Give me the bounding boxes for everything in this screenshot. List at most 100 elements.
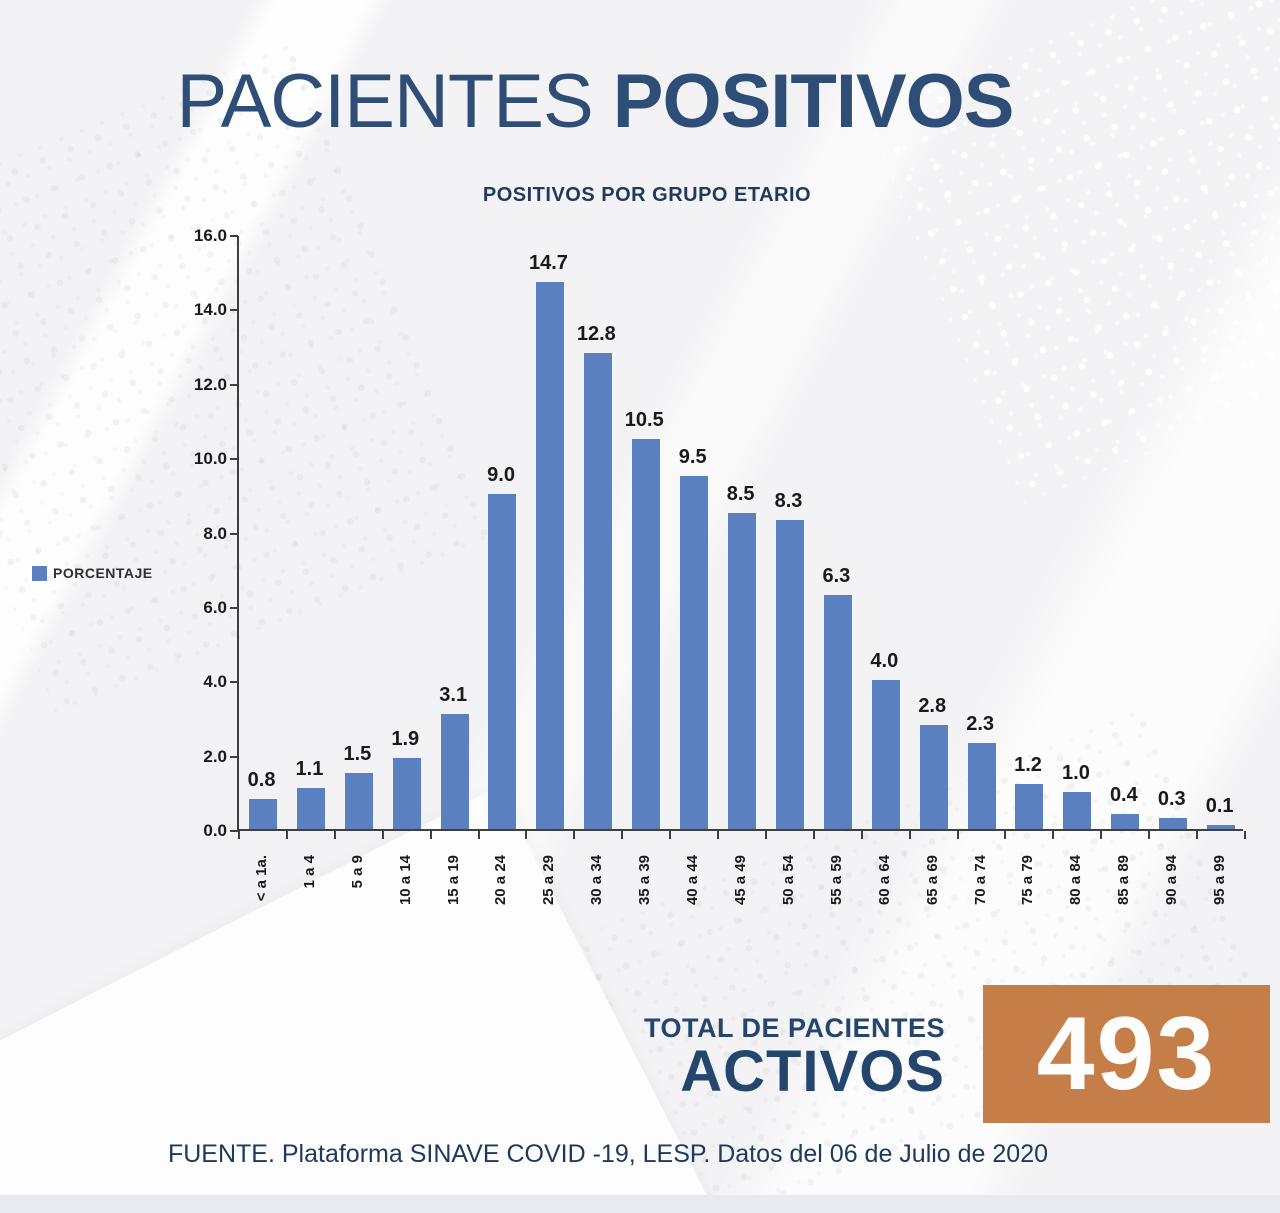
bar-value-label: 1.2 [1014,754,1042,777]
bar [296,788,325,829]
x-axis-label: 20 a 24 [492,855,510,906]
y-axis-tick-mark [230,309,238,312]
x-axis-tick-mark [717,831,720,839]
y-axis-tick-label: 4.0 [203,672,227,692]
x-axis-label: 75 a 79 [1019,855,1037,906]
bar-value-label: 1.0 [1062,761,1090,784]
bar [584,353,613,829]
bar-value-label: 14.7 [528,252,568,275]
bar [919,724,948,829]
bar [248,799,277,829]
bar [440,713,469,829]
x-axis-label: 85 a 89 [1115,855,1133,906]
bar [775,520,804,829]
x-axis-tick-mark [477,831,480,839]
legend-color-swatch [32,565,47,581]
y-axis-tick-label: 12.0 [193,374,227,394]
x-axis-label: 50 a 54 [779,855,797,906]
bar-value-label: 0.8 [247,769,276,792]
x-axis-tick-mark [764,831,767,839]
x-axis-tick-mark [525,831,528,839]
x-axis-label: 60 a 64 [875,855,893,906]
chart-legend: PORCENTAJE [32,565,153,581]
y-axis-tick-mark [230,383,238,386]
y-axis-tick-mark [230,532,238,535]
bar [392,758,421,829]
y-axis-tick-mark [230,235,238,237]
y-axis-tick-label: 0.0 [203,821,227,840]
bar-value-label: 9.0 [487,464,515,487]
total-patients-label-line1: TOTAL DE PACIENTES [643,1013,945,1043]
y-axis-tick-mark [230,830,238,832]
x-axis-label: 15 a 19 [444,855,462,906]
x-axis-tick-mark [1148,831,1151,839]
x-axis-label: 10 a 14 [396,855,414,906]
bar-value-label: 8.3 [774,490,803,513]
x-axis-tick-mark [333,831,336,839]
chart-title: POSITIVOS POR GRUPO ETARIO [482,184,812,206]
bar [632,438,661,829]
x-axis-tick-mark [1052,831,1055,839]
y-axis-tick-mark [230,458,238,461]
bar-value-label: 6.3 [822,564,851,587]
y-axis-tick-label: 14.0 [193,300,227,320]
bar-value-label: 3.1 [439,683,468,706]
x-axis-label: 95 a 99 [1211,855,1229,906]
background-bottom-strip [0,1195,1280,1213]
bar [344,773,373,829]
x-axis-label: 55 a 59 [827,855,845,906]
legend-label: PORCENTAJE [53,565,153,581]
page-title-regular: PACIENTES [176,59,594,144]
bar [488,494,517,829]
bar [1063,791,1092,829]
total-value: 493 [1036,995,1217,1112]
x-axis-tick-mark [1100,831,1103,839]
bar [823,594,852,829]
bar-value-label: 1.9 [391,728,420,751]
x-axis-label: 5 a 9 [348,855,366,889]
x-axis-tick-mark [1004,831,1007,839]
x-axis-label: 25 a 29 [540,855,558,906]
total-patients-label-line2: ACTIVOS [680,1039,945,1105]
y-axis-tick-label: 8.0 [203,523,227,543]
bar [728,512,756,829]
x-axis-tick-mark [1196,831,1199,839]
bar-value-label: 12.8 [576,323,616,345]
x-axis-label: 1 a 4 [300,855,318,889]
x-axis-label: 45 a 49 [732,855,749,906]
total-value-box: 493 [983,985,1270,1123]
x-axis-tick-mark [238,831,240,839]
x-axis-tick-mark [285,831,288,839]
bar-value-label: 0.3 [1157,787,1186,810]
bar-value-label: 4.0 [870,650,899,673]
y-axis-tick-mark [230,755,238,758]
x-axis-label: 65 a 69 [923,855,941,906]
y-axis-tick-label: 6.0 [203,597,227,617]
x-axis-tick-mark [573,831,576,839]
bar-value-label: 10.5 [624,408,664,431]
x-axis-label: 70 a 74 [971,855,989,906]
x-axis-tick-mark [956,831,959,839]
bar [1159,817,1188,829]
bar-chart-plot-area: 0.0 2.0 4.0 6.0 8.0 10.0 12.0 14.0 16.0 0.8 < a 1a… [194,226,1246,905]
x-axis-tick-mark [381,831,384,839]
y-axis-tick-label: 16.0 [193,226,227,245]
source-note: FUENTE. Plataforma SINAVE COVID -19, LES… [167,1140,1049,1168]
x-axis-label: < a 1a. [252,855,270,902]
x-axis-label: 35 a 39 [636,855,654,906]
bar-value-label: 1.1 [295,758,324,781]
page-title-bold: POSITIVOS [612,59,1015,144]
x-axis-tick-mark [860,831,863,839]
x-axis-label: 30 a 34 [588,855,606,906]
bar [967,743,996,829]
y-axis-tick-label: 2.0 [203,746,227,766]
bar [1207,825,1236,829]
bar-value-label: 0.1 [1205,795,1234,818]
y-axis-tick-label: 10.0 [193,449,227,469]
y-axis-tick-mark [230,681,238,684]
bar [1015,784,1044,829]
bar-value-label: 0.4 [1109,784,1138,807]
bar-value-label: 9.5 [678,445,707,468]
